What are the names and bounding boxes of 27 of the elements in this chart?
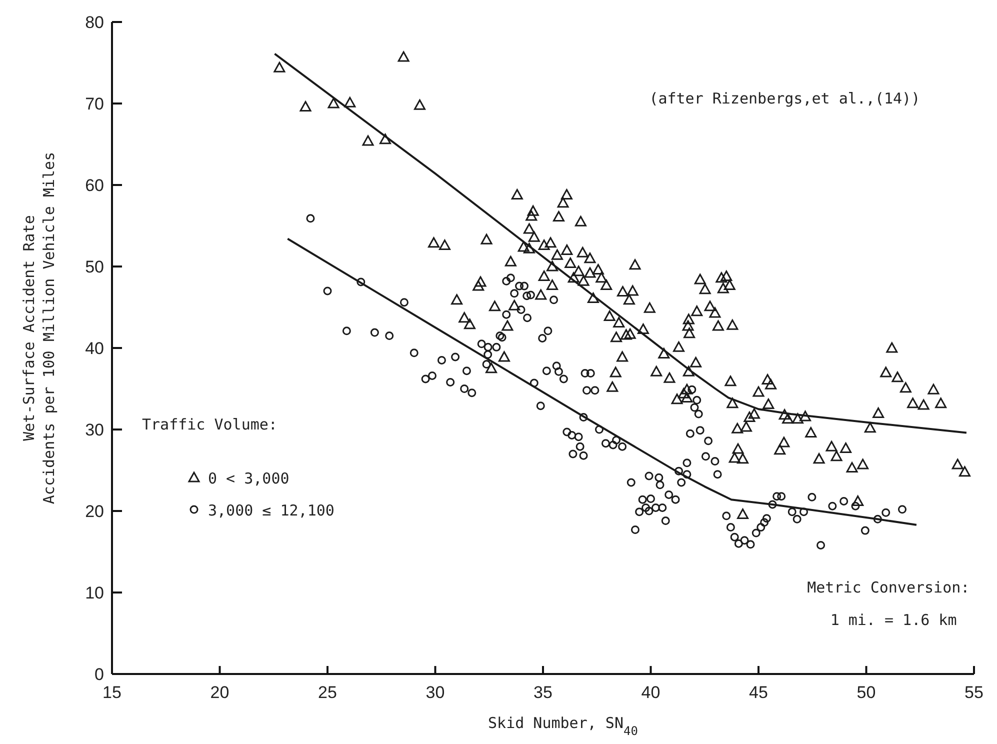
legend-title: Traffic Volume: (142, 416, 278, 434)
x-tick-label: 20 (210, 683, 230, 702)
annotation: Metric Conversion: (807, 578, 970, 596)
y-tick-label: 50 (85, 258, 104, 276)
x-tick-label: 30 (426, 683, 445, 702)
y-axis-title: Wet-Surface Accident Rate Accidents per 100 Million Vehicle Miles (20, 152, 58, 504)
x-tick-label: 45 (749, 683, 768, 702)
legend-label: 3,000 ≤ 12,100 (208, 502, 334, 520)
y-tick-label: 80 (85, 13, 104, 32)
y-tick-label: 20 (85, 502, 104, 521)
annotation: (after Rizenbergs,et al.,(14)) (649, 90, 920, 108)
y-tick-label: 0 (94, 665, 104, 684)
y-tick-label: 60 (85, 176, 104, 195)
x-tick-label: 15 (102, 683, 122, 702)
y-tick-label: 40 (85, 339, 104, 358)
line-series (274, 52, 968, 434)
x-tick-label: 55 (964, 683, 984, 702)
x-tick-label: 25 (318, 683, 337, 702)
x-axis-title: Skid Number, SN$_{40}$ (488, 714, 638, 738)
legend-label: 0 < 3,000 (208, 470, 290, 488)
y-tick-label: 70 (85, 94, 104, 114)
x-tick-label: 35 (534, 683, 552, 702)
x-tick-label: 50 (856, 683, 876, 702)
x-tick-label: 40 (641, 683, 660, 702)
y-tick-label: 30 (85, 420, 104, 440)
annotation: 1 mi. = 1.6 km (830, 611, 957, 630)
y-tick-label: 10 (85, 584, 104, 602)
